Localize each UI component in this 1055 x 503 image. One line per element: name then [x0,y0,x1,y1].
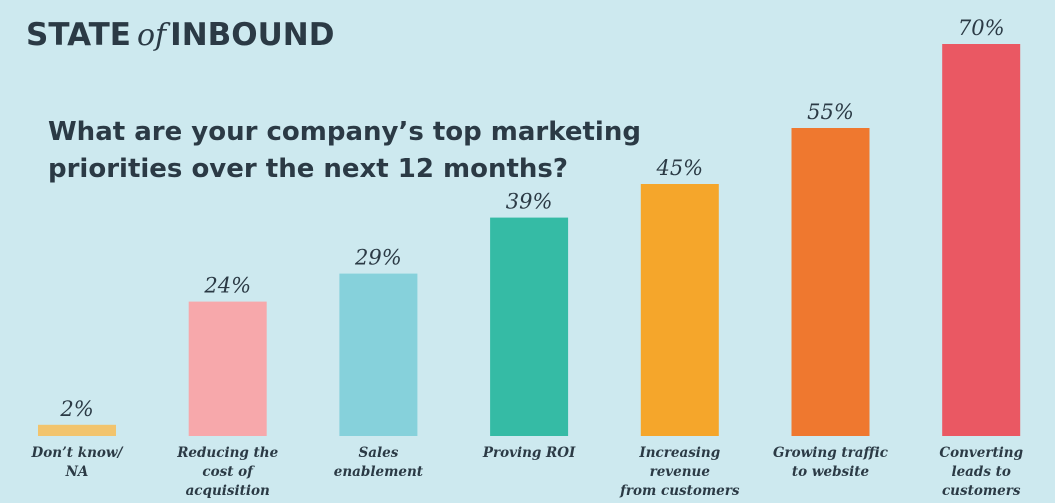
category-line: leads to [951,464,1010,480]
value-label: 24% [203,274,251,298]
category-label: Growing traffic to website [773,445,888,480]
value-label: 2% [59,397,93,421]
value-label: 55% [807,100,854,124]
category-line: Sales [358,445,398,461]
bar [640,184,719,436]
bar [188,301,267,436]
category-line: Converting [939,445,1023,461]
bar [339,273,418,436]
value-label: 70% [958,16,1005,40]
bar [38,424,116,436]
category-line: acquisition [186,483,270,499]
category-line: from customers [619,483,740,499]
category-label: Proving ROI [482,445,576,461]
category-label: Reducing the cost of acquisition [176,445,278,499]
category-line: Don’t know/ [31,445,125,461]
category-line: customers [942,483,1021,499]
category-line: NA [65,464,89,480]
category-label: Don’t know/NA [31,445,125,480]
category-line: Reducing the [176,445,278,461]
category-line: Proving ROI [482,445,576,461]
category-label: Increasing revenue from customers [619,445,740,499]
category-line: Increasing [638,445,720,461]
chart-title: priorities over the next 12 months? [48,154,568,184]
category-line: Growing traffic [773,445,888,461]
logo-part: INBOUND [170,17,334,53]
category-line: enablement [334,464,424,480]
logo: STATE of INBOUND [26,17,334,53]
value-label: 45% [655,156,703,180]
bar [490,217,569,436]
category-label: Converting leads to customers [939,445,1023,499]
category-label: Sales enablement [334,445,424,480]
value-label: 29% [354,246,402,270]
logo-part: of [137,18,171,53]
category-line: revenue [650,464,711,480]
category-line: to website [792,464,870,480]
chart-title: What are your company’s top marketing [48,117,641,147]
category-line: cost of [202,464,255,480]
bar [791,128,870,436]
bar [942,44,1021,436]
logo-part: STATE [26,17,131,53]
value-label: 39% [506,190,553,214]
